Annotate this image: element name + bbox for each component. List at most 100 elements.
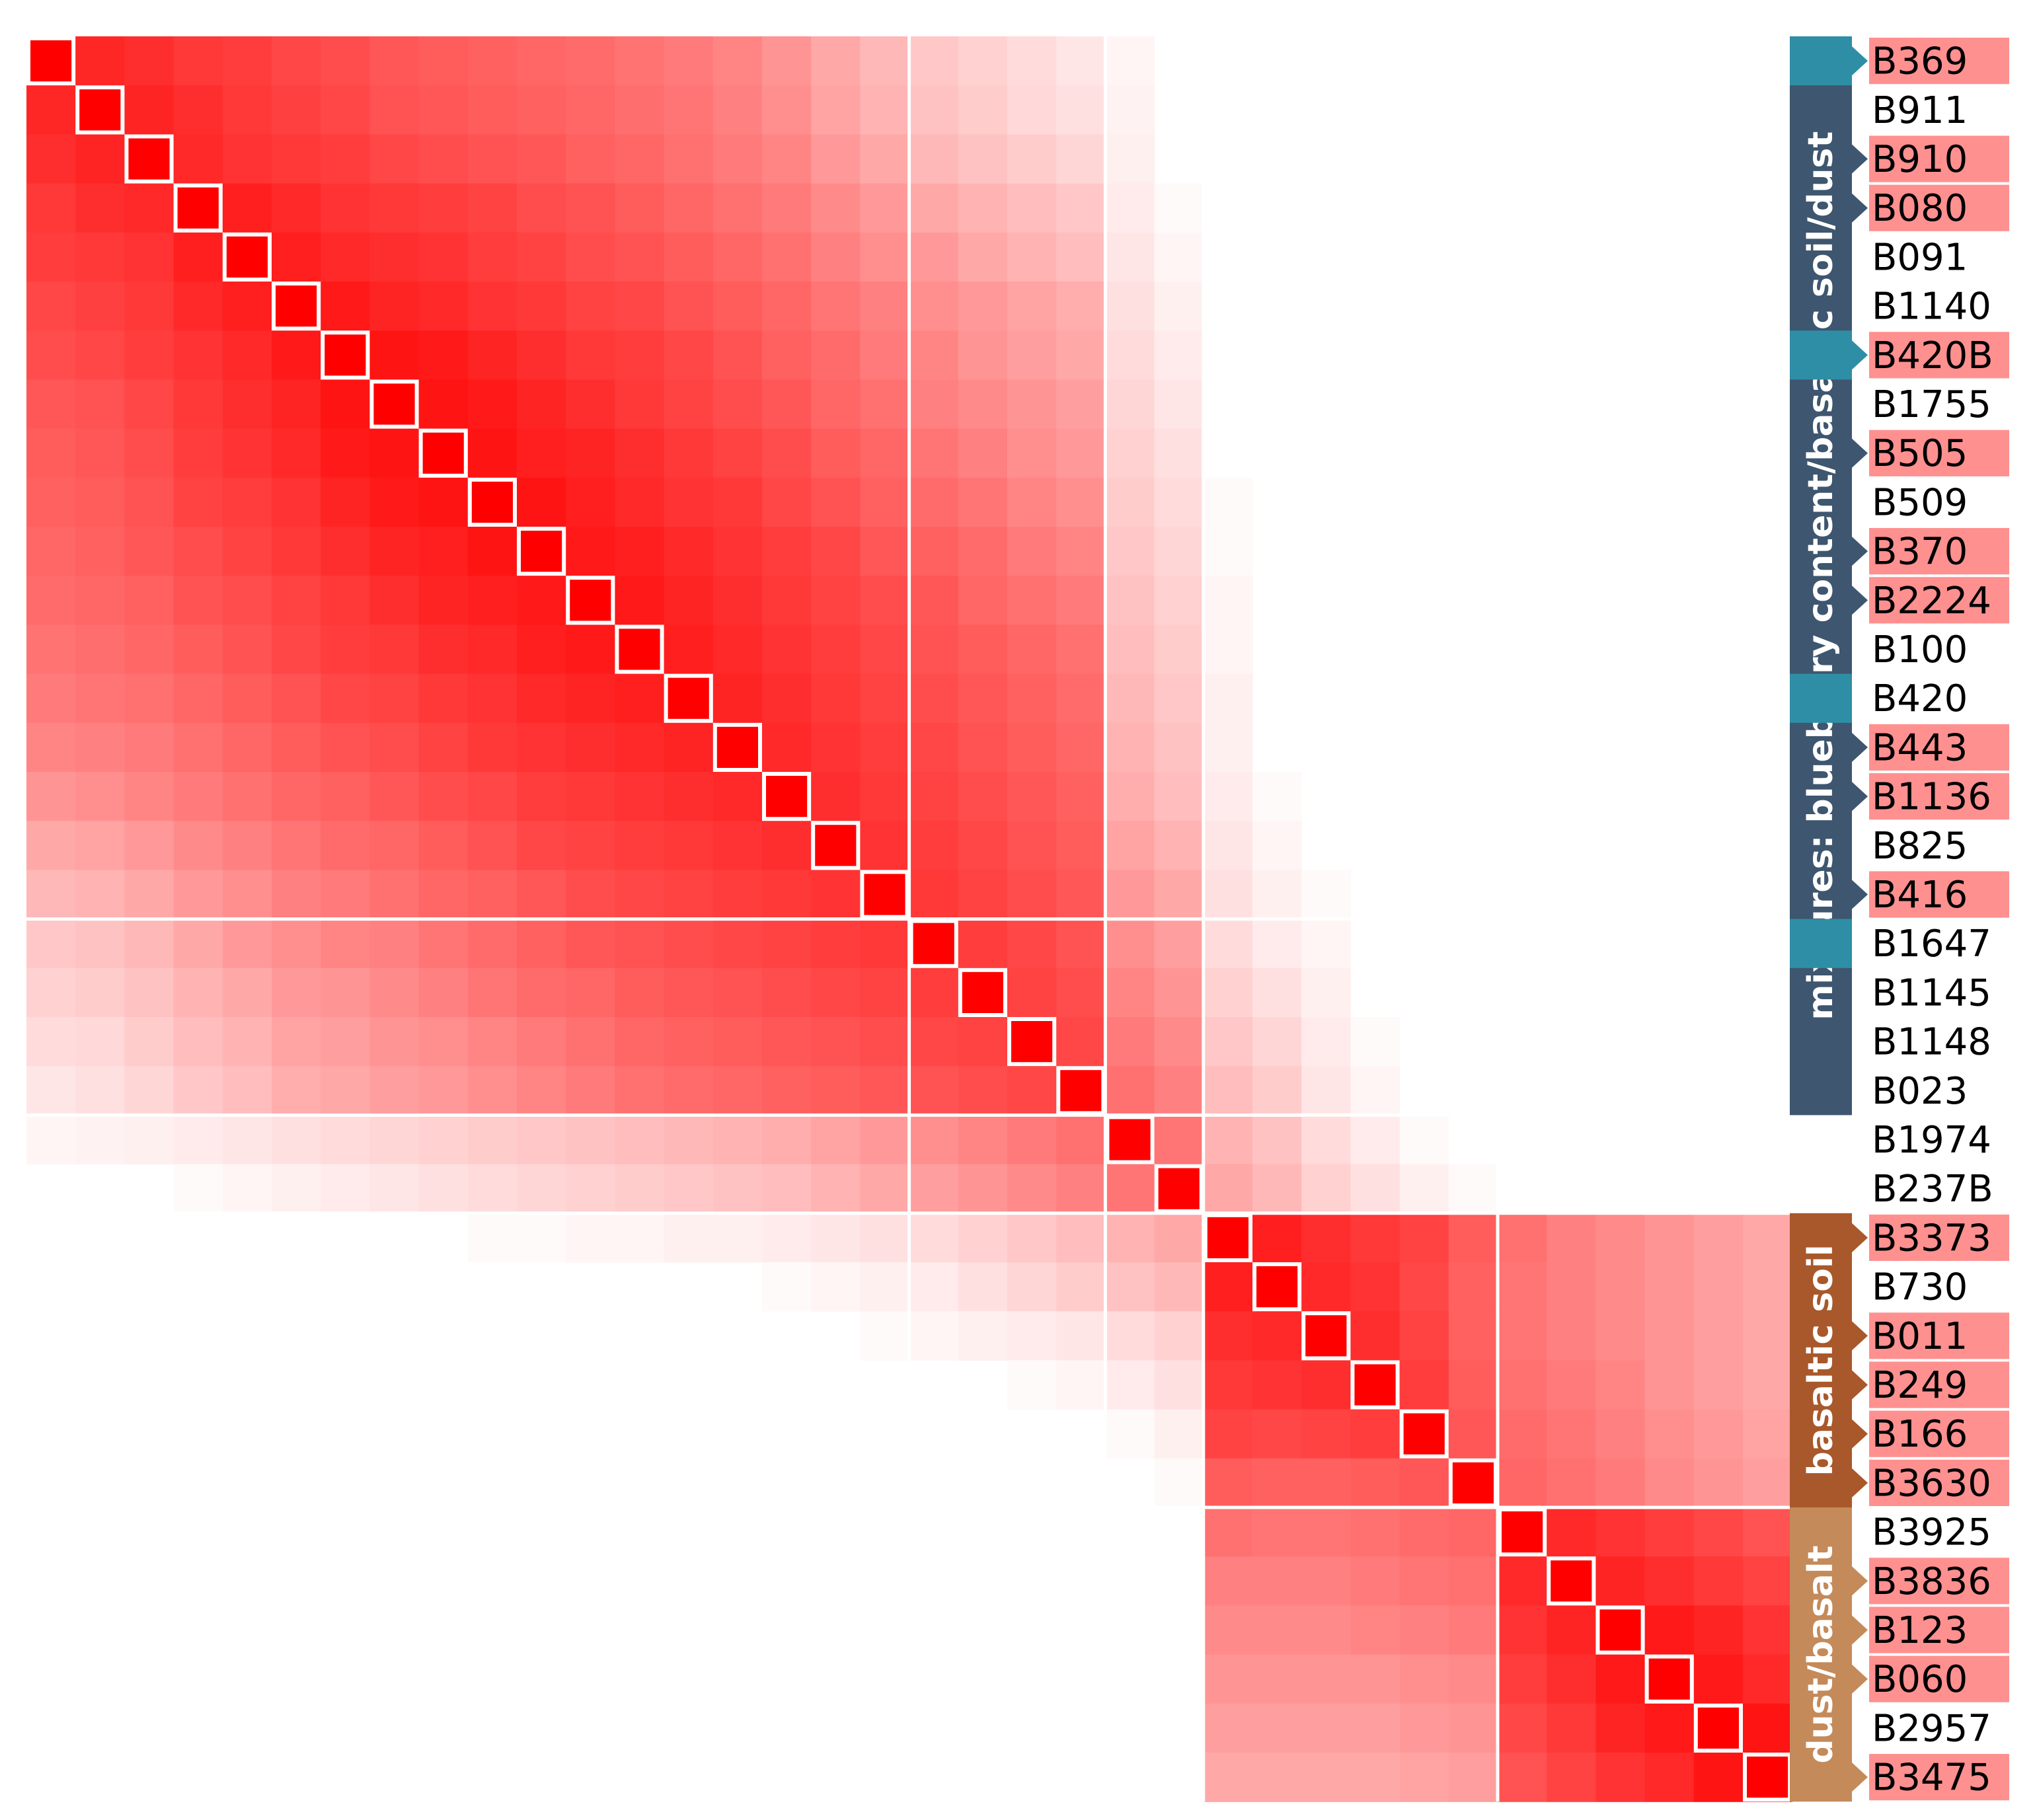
- heatmap-cell: [1154, 919, 1204, 969]
- heatmap-cell: [1301, 1507, 1351, 1557]
- diagonal-cell: [712, 722, 763, 773]
- group-pointer-tab: [1852, 1370, 1868, 1400]
- heatmap-cell: [272, 477, 321, 527]
- heatmap-cell: [222, 1164, 272, 1214]
- heatmap-cell: [1056, 821, 1106, 870]
- row-label-highlight: [1869, 724, 2009, 771]
- heatmap-cell: [1399, 1458, 1449, 1508]
- heatmap-cell: [762, 967, 812, 1018]
- heatmap-cell: [1448, 1164, 1498, 1214]
- heatmap-cell: [467, 36, 518, 86]
- heatmap-cell: [1595, 1409, 1646, 1459]
- heatmap-cell: [418, 134, 469, 184]
- heatmap-cell: [418, 527, 469, 576]
- group-pointer-tab: [1852, 1763, 1868, 1792]
- heatmap-cell: [124, 870, 174, 920]
- heatmap-cell: [1105, 1213, 1155, 1263]
- row-label: B420B: [1872, 334, 1993, 377]
- heatmap-cell: [1203, 625, 1253, 675]
- heatmap-cell: [566, 722, 615, 773]
- heatmap-cell: [517, 183, 566, 233]
- heatmap-cell: [418, 722, 469, 773]
- heatmap-cell: [958, 1311, 1008, 1361]
- heatmap-cell: [615, 673, 665, 724]
- diagonal-cell: [1105, 1115, 1155, 1164]
- heatmap-cell: [615, 722, 665, 773]
- heatmap-cell: [173, 330, 223, 380]
- heatmap-cell: [664, 330, 714, 380]
- heatmap-cell: [1056, 330, 1106, 380]
- heatmap-cell: [1056, 183, 1106, 233]
- heatmap-cell: [321, 821, 370, 870]
- heatmap-cell: [1448, 1360, 1498, 1410]
- heatmap-cell: [272, 722, 321, 773]
- group-pointer-tab: [1852, 586, 1868, 615]
- heatmap-cell: [467, 673, 518, 724]
- heatmap-cell: [566, 85, 615, 135]
- heatmap-cell: [418, 330, 469, 380]
- heatmap-cell: [958, 1066, 1008, 1116]
- heatmap-cell: [1595, 1703, 1646, 1753]
- heatmap-cell: [418, 1066, 469, 1116]
- heatmap-cell: [369, 967, 420, 1018]
- heatmap-cell: [958, 1164, 1008, 1214]
- row-label-highlight: [1869, 430, 2009, 476]
- row-label-highlight: [1869, 1459, 2009, 1506]
- heatmap-cell: [1448, 1605, 1498, 1655]
- row-label: B2224: [1872, 580, 1991, 623]
- heatmap-cell: [1547, 1654, 1596, 1704]
- heatmap-cell: [517, 477, 566, 527]
- heatmap-cell: [75, 821, 125, 870]
- heatmap-cell: [1203, 527, 1253, 576]
- heatmap-cell: [369, 772, 420, 821]
- heatmap-cell: [26, 428, 76, 478]
- heatmap-cell: [1301, 919, 1351, 969]
- heatmap-cell: [1693, 1213, 1744, 1263]
- heatmap-cell: [1547, 1409, 1596, 1459]
- heatmap-cell: [75, 625, 125, 675]
- heatmap-cell: [1105, 379, 1155, 430]
- heatmap-cell: [1252, 1556, 1302, 1606]
- heatmap-cell: [272, 1164, 321, 1214]
- heatmap-cell: [1056, 722, 1106, 773]
- heatmap-cell: [1252, 1213, 1302, 1263]
- heatmap-cell: [467, 1164, 518, 1214]
- diagonal-cell: [1743, 1753, 1792, 1802]
- heatmap-cell: [860, 1311, 910, 1361]
- row-label: B249: [1872, 1364, 1968, 1407]
- heatmap-cell: [1154, 1409, 1204, 1459]
- heatmap-cell: [124, 576, 174, 625]
- heatmap-cell: [222, 477, 272, 527]
- heatmap-cell: [222, 527, 272, 576]
- heatmap-cell: [1154, 967, 1204, 1018]
- heatmap-cell: [566, 1017, 615, 1067]
- heatmap-cell: [664, 576, 714, 625]
- heatmap-cell: [811, 330, 861, 380]
- heatmap-cell: [173, 232, 223, 282]
- heatmap-cell: [1105, 673, 1155, 724]
- heatmap-cell: [762, 625, 812, 675]
- heatmap-cell: [1252, 1017, 1302, 1067]
- heatmap-cell: [615, 1213, 665, 1263]
- heatmap-cell: [958, 36, 1008, 86]
- heatmap-cell: [124, 330, 174, 380]
- heatmap-cell: [1056, 870, 1106, 920]
- diagonal-cell: [1154, 1164, 1204, 1213]
- diagonal-cell: [1498, 1507, 1547, 1557]
- heatmap-cell: [1105, 821, 1155, 870]
- diagonal-cell: [615, 625, 664, 674]
- group-pointer-tab: [1852, 1664, 1868, 1694]
- heatmap-cell: [1252, 1458, 1302, 1508]
- heatmap-cell: [615, 428, 665, 478]
- heatmap-cell: [467, 967, 518, 1018]
- heatmap-cell: [1252, 821, 1302, 870]
- heatmap-cell: [860, 821, 910, 870]
- heatmap-cells: [26, 36, 1792, 1802]
- heatmap-cell: [958, 772, 1008, 821]
- diagonal-cell: [1301, 1311, 1351, 1361]
- heatmap-cell: [1105, 527, 1155, 576]
- heatmap-cell: [664, 1115, 714, 1165]
- heatmap-cell: [566, 1066, 615, 1116]
- heatmap-cell: [1693, 1360, 1744, 1410]
- heatmap-cell: [1595, 1753, 1646, 1802]
